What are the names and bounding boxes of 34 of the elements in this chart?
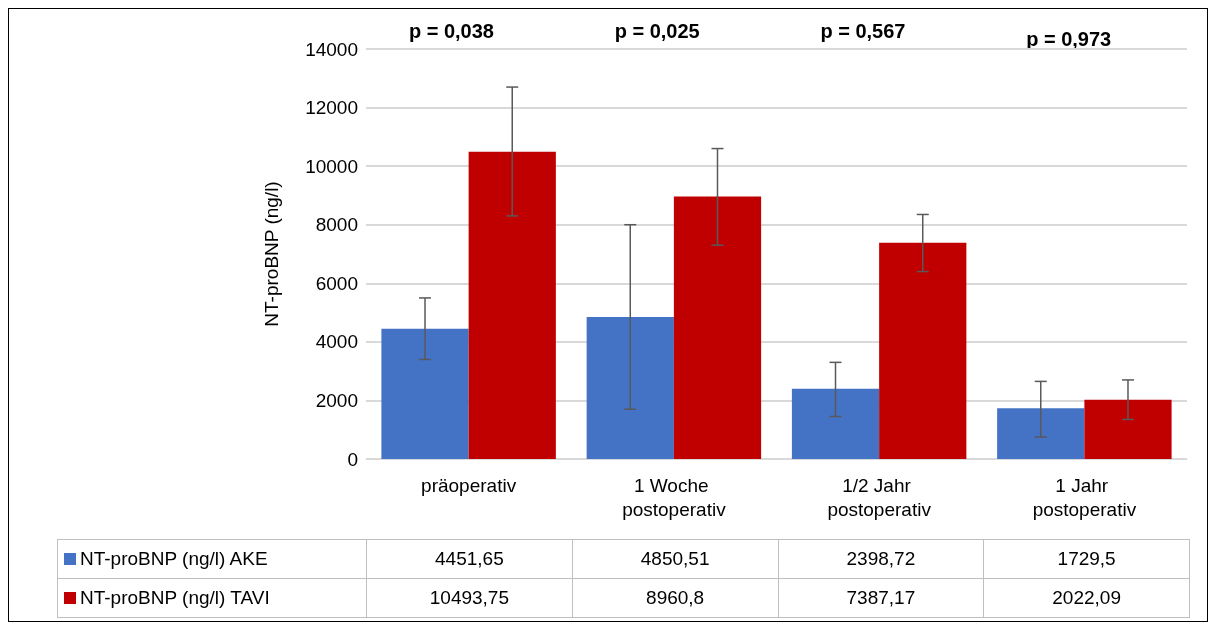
data-label: 2022,09 xyxy=(983,578,1190,618)
text: p = 0,567 xyxy=(820,20,906,42)
y-tick-label: 12000 xyxy=(305,97,358,119)
data-label: 10493,75 xyxy=(366,578,573,618)
bar xyxy=(673,196,762,459)
bar xyxy=(586,316,674,459)
bar xyxy=(879,242,967,459)
bar xyxy=(468,151,556,459)
x-tick-label: 1 Jahr postoperativ xyxy=(1032,474,1137,520)
x-tick-label: 1 Woche postoperativ xyxy=(622,474,727,520)
data-label: 4850,51 xyxy=(572,539,778,579)
bar xyxy=(791,388,880,459)
x-tick-label: präoperativ xyxy=(421,474,517,496)
legend-label: NT-proBNP (ng/l) AKE xyxy=(80,548,268,569)
data-label: 7387,17 xyxy=(778,578,984,618)
y-tick-label: 2000 xyxy=(315,389,358,411)
y-tick-label: 10000 xyxy=(305,155,358,177)
y-tick-label: 0 xyxy=(347,448,358,470)
bar xyxy=(997,408,1085,459)
legend-label: NT-proBNP (ng/l) TAVI xyxy=(80,587,270,608)
data-label: 1729,5 xyxy=(983,539,1190,579)
text: p = 0,025 xyxy=(614,20,700,42)
y-tick-label: 6000 xyxy=(315,272,358,294)
bar xyxy=(381,328,469,459)
text: p = 0,038 xyxy=(408,20,494,42)
y-tick-label: 8000 xyxy=(315,214,358,236)
data-label: 4451,65 xyxy=(366,539,573,579)
data-label: 8960,8 xyxy=(572,578,778,618)
bar xyxy=(1084,399,1172,459)
y-tick-label: 14000 xyxy=(305,38,358,60)
y-tick-label: 4000 xyxy=(315,331,358,353)
x-tick-label: 1/2 Jahr postoperativ xyxy=(827,474,932,520)
y-axis-title: NT-proBNP (ng/l) xyxy=(261,181,282,327)
data-label: 2398,72 xyxy=(778,539,984,579)
